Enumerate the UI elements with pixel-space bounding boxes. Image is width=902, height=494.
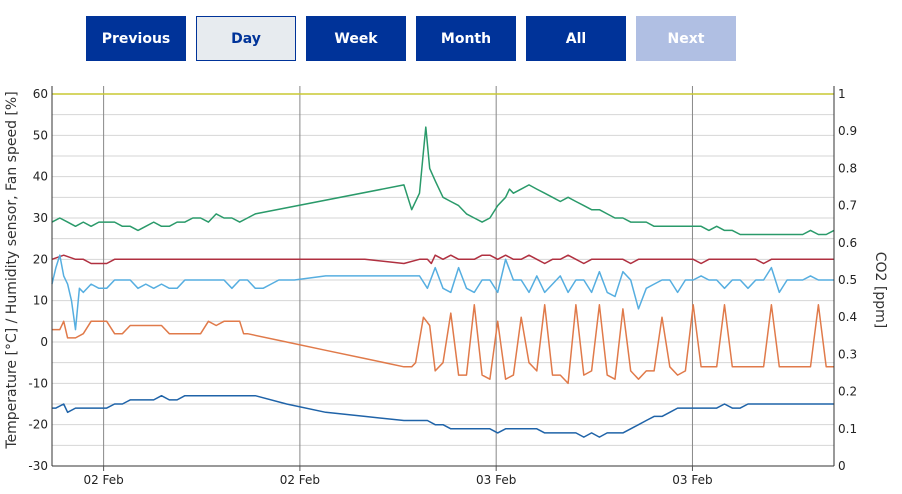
left-tick-label: 20	[33, 252, 48, 266]
series-line-6	[52, 394, 834, 438]
right-tick-label: 1	[838, 87, 846, 101]
sensor-chart: 60 50 40 30 20 10 0 -10 -20 -30 1 0.9 0.8 0.7 0.6 0.5 0…	[4, 86, 888, 487]
left-tick-label: 0	[40, 335, 48, 349]
next-button: Next	[636, 16, 736, 61]
series-line-4	[51, 254, 834, 331]
series-line-2	[51, 126, 835, 236]
left-axis-ticks: 60 50 40 30 20 10 0 -10 -20 -30	[28, 87, 48, 473]
right-tick-label: 0.8	[838, 161, 857, 175]
left-tick-label: 10	[33, 294, 48, 308]
x-tick-label: 02 Feb	[83, 473, 123, 487]
right-tick-label: 0.9	[838, 124, 857, 138]
left-tick-label: 40	[33, 170, 48, 184]
right-tick-label: 0.3	[838, 347, 857, 361]
x-axis-ticks: 02 Feb 02 Feb 03 Feb 03 Feb	[83, 466, 713, 487]
left-tick-label: -30	[28, 459, 48, 473]
right-tick-label: 0	[838, 459, 846, 473]
right-tick-label: 0.2	[838, 385, 857, 399]
previous-button[interactable]: Previous	[86, 16, 186, 61]
left-axis-title: Temperature [°C] / Humidity sensor, Fan …	[4, 91, 20, 449]
axes	[51, 86, 835, 467]
right-axis-title: CO2 [ppm]	[872, 252, 888, 329]
week-button[interactable]: Week	[306, 16, 406, 61]
left-tick-label: -20	[28, 418, 48, 432]
vertical-grid	[103, 86, 693, 466]
right-axis-ticks: 1 0.9 0.8 0.7 0.6 0.5 0.4 0.3 0.2 0.1 0	[838, 87, 857, 473]
series-line-3	[51, 254, 834, 265]
day-button[interactable]: Day	[196, 16, 296, 61]
series-line-5	[52, 304, 834, 385]
left-tick-label: 30	[33, 211, 48, 225]
right-tick-label: 0.6	[838, 236, 857, 250]
series-layer	[51, 93, 835, 438]
left-tick-label: -10	[28, 376, 48, 390]
x-tick-label: 03 Feb	[672, 473, 712, 487]
month-button[interactable]: Month	[416, 16, 516, 61]
x-tick-label: 02 Feb	[280, 473, 320, 487]
left-tick-label: 60	[33, 87, 48, 101]
left-tick-label: 50	[33, 128, 48, 142]
right-tick-label: 0.5	[838, 273, 857, 287]
right-tick-label: 0.7	[838, 199, 857, 213]
right-tick-label: 0.4	[838, 310, 857, 324]
all-button[interactable]: All	[526, 16, 626, 61]
right-tick-label: 0.1	[838, 422, 857, 436]
x-tick-label: 03 Feb	[476, 473, 516, 487]
